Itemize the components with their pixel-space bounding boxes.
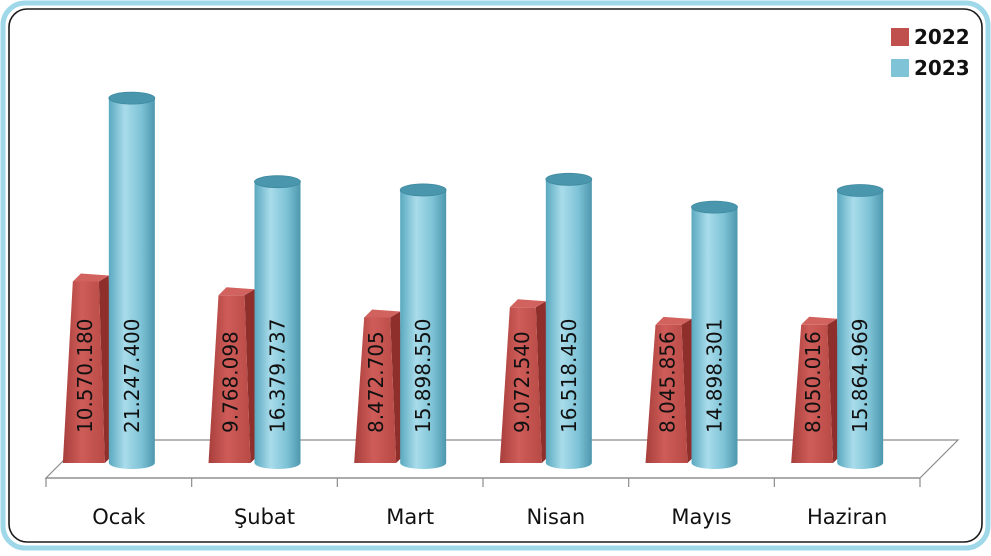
bar-2022-front	[62, 281, 105, 463]
bar-label-2023-Haziran: 15.864.969	[848, 318, 872, 433]
bar-2023-top	[399, 183, 447, 197]
x-tick-label-Mayıs: Mayıs	[671, 505, 731, 529]
bar-label-2023-Nisan: 16.518.450	[557, 318, 581, 433]
bar-2022-top	[364, 309, 401, 318]
bar-2022-Ocak	[62, 273, 111, 463]
bar-2023-body	[400, 189, 447, 470]
bar-2023-Şubat	[254, 175, 301, 470]
bar-2022-Mart	[354, 309, 403, 463]
x-tick-label-Nisan: Nisan	[526, 505, 585, 529]
bar-2023-top	[691, 200, 738, 214]
bar-2023-body	[837, 190, 884, 470]
x-tick-label-Şubat: Şubat	[234, 505, 295, 529]
bar-2022-side	[244, 289, 257, 463]
bar-2023-Haziran	[836, 184, 884, 470]
legend-label-2023: 2023	[914, 56, 970, 80]
bar-2023-Mayıs	[691, 200, 738, 470]
bar-2022-side	[98, 275, 111, 463]
bar-label-2023-Mayıs: 14.898.301	[703, 318, 727, 433]
bar-2022-Mayıs	[645, 316, 694, 463]
bar-label-2023-Ocak: 21.247.400	[120, 318, 144, 433]
bar-2022-side	[535, 301, 548, 463]
legend-swatch-2022	[891, 28, 909, 46]
bar-2022-side	[827, 318, 840, 463]
bar-2022-top	[509, 299, 546, 308]
bar-2023-top	[108, 91, 156, 105]
bar-2023-Nisan	[545, 172, 593, 470]
bar-2023-Mart	[399, 183, 447, 470]
bar-2022-front	[208, 295, 251, 463]
bar-2022-front	[499, 307, 542, 463]
x-tick-label-Haziran: Haziran	[807, 505, 887, 529]
bar-2023-body	[254, 181, 301, 470]
bar-2023-top	[545, 172, 593, 186]
legend-label-2022: 2022	[914, 25, 970, 49]
bar-2022-top	[655, 316, 692, 325]
bar-label-2022-Şubat: 9.768.098	[219, 331, 243, 433]
legend: 2022 2023	[891, 25, 970, 80]
bar-label-2022-Nisan: 9.072.540	[510, 331, 534, 433]
bar-2022-front	[791, 324, 834, 463]
chart-frame-inner	[8, 8, 983, 543]
bar-label-2022-Mart: 8.472.705	[364, 331, 388, 433]
bar-2023-top	[836, 184, 884, 197]
bar-2022-top	[218, 287, 255, 296]
bar-2022-side	[681, 318, 694, 463]
legend-swatch-2023	[891, 59, 909, 77]
bar-2023-body	[108, 98, 155, 469]
bar-label-2023-Mart: 15.898.550	[411, 318, 435, 433]
bar-2023-top	[254, 175, 301, 189]
x-tick-label-Mart: Mart	[386, 505, 434, 529]
bar-2023-body	[691, 207, 738, 470]
bar-label-2022-Haziran: 8.050.016	[801, 331, 825, 433]
bar-2022-Şubat	[208, 287, 257, 463]
bar-2022-front	[645, 324, 688, 463]
bar-2022-top	[801, 316, 838, 325]
bar-2022-side	[390, 311, 403, 463]
bar-2022-Haziran	[791, 316, 840, 463]
bar-2022-top	[72, 273, 109, 282]
bar-2023-body	[545, 179, 592, 470]
bar-2022-front	[354, 317, 397, 463]
bar-label-2022-Ocak: 10.570.180	[73, 318, 97, 433]
x-tick-label-Ocak: Ocak	[92, 505, 146, 529]
bar-label-2023-Şubat: 16.379.737	[266, 318, 290, 433]
bar-label-2022-Mayıs: 8.045.856	[656, 331, 680, 433]
bar-2022-Nisan	[499, 299, 548, 463]
bar-2023-Ocak	[108, 91, 156, 469]
